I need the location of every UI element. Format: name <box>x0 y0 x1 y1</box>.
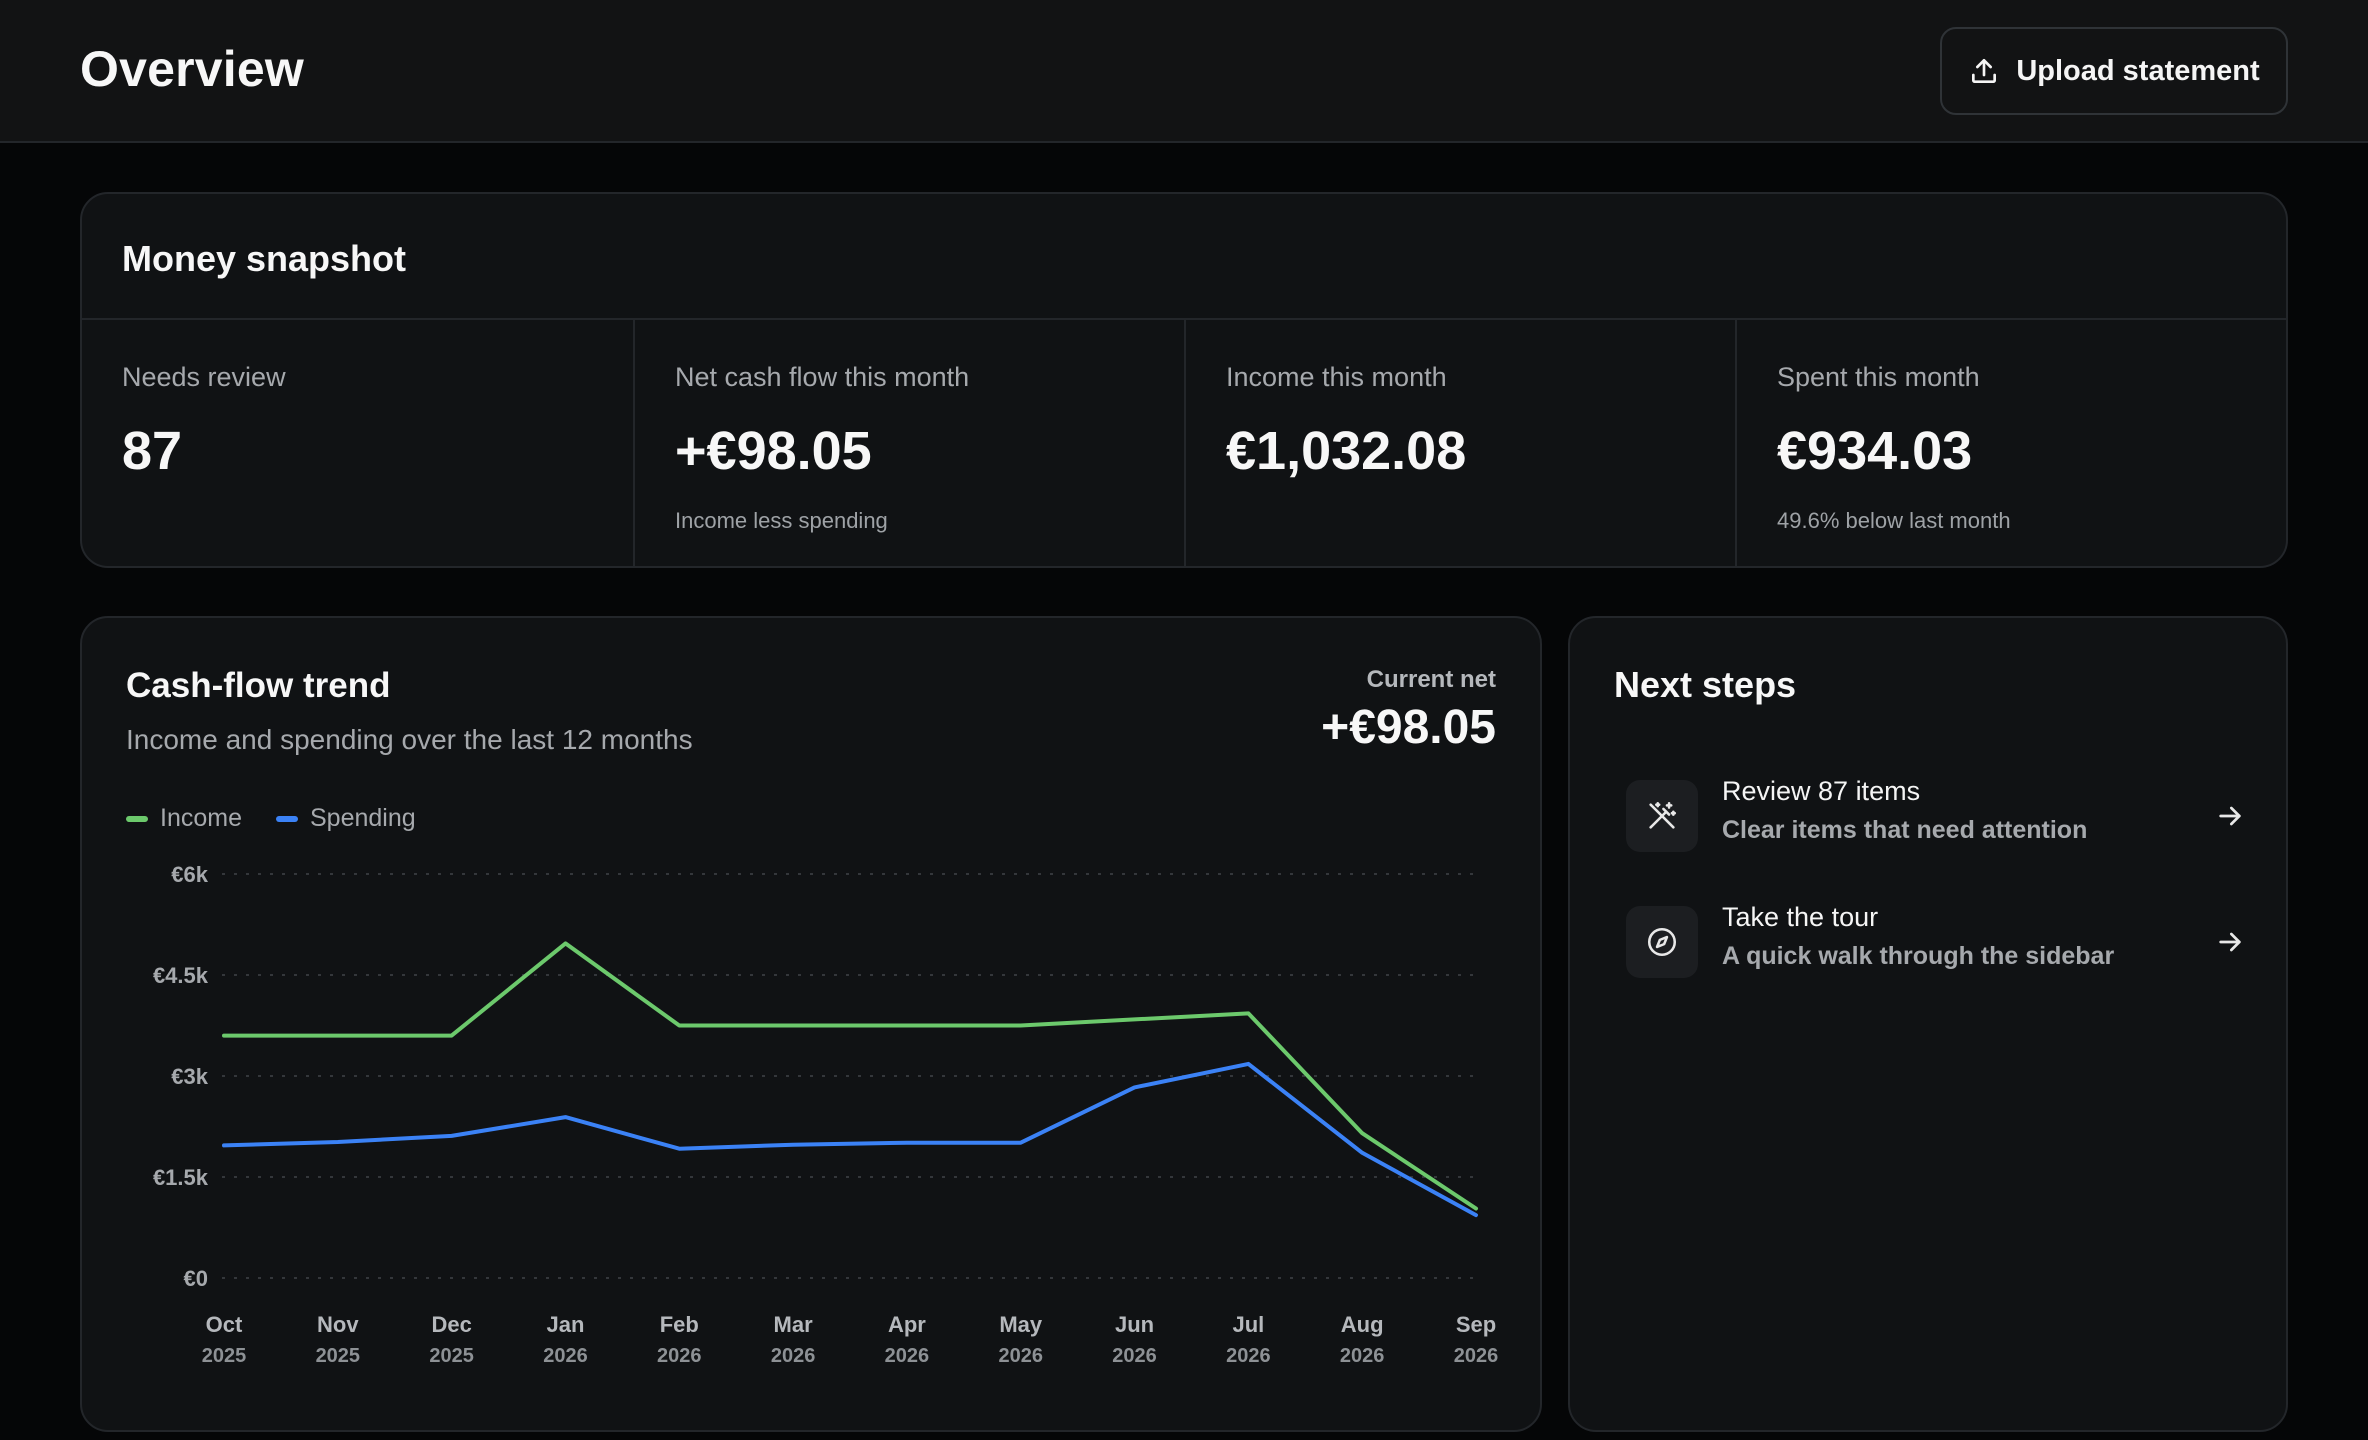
metric-sub: Income less spending <box>675 508 888 533</box>
x-tick-year-label: 2026 <box>657 1345 702 1367</box>
metric-sub: 49.6% below last month <box>1777 508 2011 533</box>
cash-flow-chart: €0 €1.5k €3k €4.5k €6k Oct 2025 Nov 2025 Dec 2025 J… <box>153 862 1499 1367</box>
series-line-spending <box>222 1061 1478 1218</box>
next-step-take-tour[interactable]: Take the tour A quick walk through the s… <box>1626 894 2246 994</box>
y-tick-label: €6k <box>171 862 208 887</box>
metric-needs-review[interactable]: Needs review 87 <box>82 320 633 568</box>
x-tick-label: Sep <box>1456 1312 1496 1337</box>
x-tick-year-label: 2026 <box>1340 1345 1385 1367</box>
next-step-review-items[interactable]: Review 87 items Clear items that need at… <box>1626 768 2246 868</box>
x-tick-year-label: 2026 <box>543 1345 588 1367</box>
x-tick-year-label: 2026 <box>771 1345 816 1367</box>
next-step-title: Take the tour <box>1722 902 1879 932</box>
next-step-desc: A quick walk through the sidebar <box>1722 942 2115 970</box>
legend-label: Income <box>160 804 242 832</box>
x-tick-year-label: 2025 <box>429 1345 474 1367</box>
x-tick-year-label: 2026 <box>1112 1345 1157 1367</box>
y-tick-label: €4.5k <box>153 963 209 988</box>
metric-label: Net cash flow this month <box>675 362 970 392</box>
metric-label: Spent this month <box>1777 362 1980 392</box>
compass-icon <box>1626 906 1698 978</box>
x-tick-label: Jan <box>546 1312 584 1337</box>
x-tick-label: Dec <box>431 1312 471 1337</box>
page-title: Overview <box>80 41 304 97</box>
legend-swatch-spending <box>275 815 298 822</box>
x-tick-year-label: 2025 <box>316 1345 361 1367</box>
y-tick-label: €0 <box>184 1266 208 1291</box>
legend-label: Spending <box>309 804 416 832</box>
metric-value: €1,032.08 <box>1226 421 1467 481</box>
legend-spending[interactable]: Spending <box>275 804 416 833</box>
metric-value: 87 <box>122 421 183 481</box>
x-tick-label: Jun <box>1115 1312 1154 1337</box>
x-tick-year-label: 2026 <box>885 1345 930 1367</box>
next-step-desc: Clear items that need attention <box>1722 816 2088 844</box>
x-tick-label: Apr <box>888 1312 926 1337</box>
x-tick-label: Nov <box>317 1312 359 1337</box>
legend-swatch-income <box>126 815 148 822</box>
x-tick-year-label: 2025 <box>202 1345 247 1367</box>
metric-value: €934.03 <box>1777 421 1973 481</box>
x-tick-label: May <box>999 1312 1043 1337</box>
x-tick-label: Aug <box>1341 1312 1384 1337</box>
snapshot-title: Money snapshot <box>122 238 407 279</box>
upload-statement-button[interactable]: Upload statement <box>1940 27 2288 115</box>
current-net-value: +€98.05 <box>1321 701 1496 754</box>
next-steps-title: Next steps <box>1614 664 1797 705</box>
x-tick-year-label: 2026 <box>1226 1345 1271 1367</box>
legend-income[interactable]: Income <box>126 804 242 833</box>
arrow-right-icon <box>2219 806 2241 826</box>
y-tick-label: €1.5k <box>153 1165 209 1190</box>
upload-icon <box>1972 59 1997 83</box>
metric-income: Income this month €1,032.08 <box>1184 320 1735 568</box>
cash-flow-card: Cash-flow trend Income and spending over… <box>80 616 1542 1432</box>
chart-legend: Income Spending <box>126 804 416 833</box>
x-tick-label: Oct <box>206 1312 243 1337</box>
metric-label: Needs review <box>122 362 286 392</box>
x-tick-year-label: 2026 <box>998 1345 1043 1367</box>
y-tick-label: €3k <box>171 1064 208 1089</box>
cash-flow-subtitle: Income and spending over the last 12 mon… <box>126 724 693 755</box>
cash-flow-title: Cash-flow trend <box>126 666 391 705</box>
metric-spent: Spent this month €934.03 49.6% below las… <box>1735 320 2286 568</box>
x-tick-label: Jul <box>1232 1312 1264 1337</box>
money-snapshot-card: Money snapshot Needs review 87 Net cash … <box>80 192 2288 568</box>
next-step-title: Review 87 items <box>1722 776 1921 806</box>
upload-statement-label: Upload statement <box>2016 54 2260 87</box>
x-tick-label: Mar <box>774 1312 814 1337</box>
top-header: Overview Upload statement <box>0 0 2368 143</box>
metric-label: Income this month <box>1226 362 1447 392</box>
x-tick-label: Feb <box>660 1312 699 1337</box>
magic-wand-icon <box>1626 780 1698 852</box>
series-line-income <box>222 941 1478 1211</box>
metric-value: +€98.05 <box>675 421 872 481</box>
arrow-right-icon <box>2219 932 2241 952</box>
divider <box>82 318 2286 320</box>
current-net-label: Current net <box>1366 666 1496 693</box>
metric-net-cash-flow: Net cash flow this month +€98.05 Income … <box>633 320 1184 568</box>
next-steps-card: Next steps Review 87 items Clear items t… <box>1568 616 2288 1432</box>
x-tick-year-label: 2026 <box>1454 1345 1499 1367</box>
